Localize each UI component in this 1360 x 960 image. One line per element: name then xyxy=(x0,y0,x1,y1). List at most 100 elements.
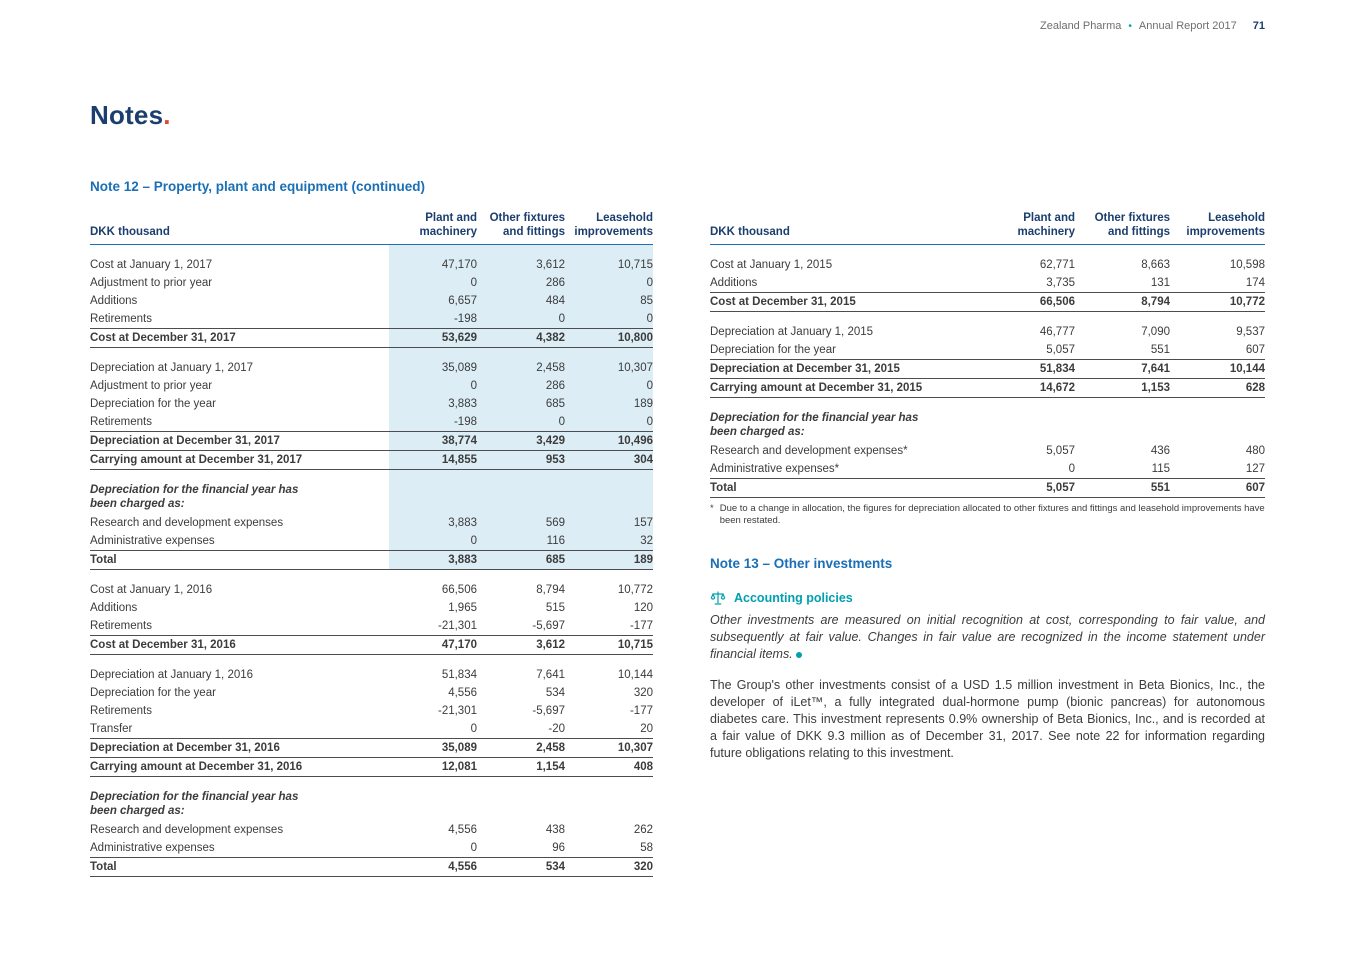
row-label: Retirements xyxy=(90,313,152,325)
cell-value: 5,057 xyxy=(1046,445,1075,457)
footnote-marker: * xyxy=(710,503,714,514)
cell-value: 628 xyxy=(1170,378,1265,398)
table-row: Depreciation at December 31, 2015 51,834 7… xyxy=(710,359,1265,379)
cell-value: 607 xyxy=(1245,344,1265,356)
table-spacer-row xyxy=(90,777,653,789)
col-header-leasehold-improvements: Leasehold improvements xyxy=(565,212,653,245)
row-label xyxy=(90,348,389,360)
cell-value: -177 xyxy=(629,620,653,632)
table-row: Depreciation for the year 5,057 551 607 xyxy=(710,341,1265,360)
cell-value: 0 xyxy=(477,310,565,329)
ppe-table-2017-2016: DKK thousand Plant and machinery Other f… xyxy=(90,212,653,877)
cell-value xyxy=(477,481,565,514)
row-label: Depreciation at December 31, 2016 xyxy=(90,738,389,758)
cell-value: 47,170 xyxy=(389,256,477,274)
cell-value: 38,774 xyxy=(389,431,477,451)
cell-value: 7,090 xyxy=(1141,326,1170,338)
cell-value: 10,144 xyxy=(617,669,653,681)
cell-value: 685 xyxy=(477,395,565,413)
cell-value xyxy=(389,469,477,481)
table-row: Cost at January 1, 2016 66,506 8,794 10,772 xyxy=(90,581,653,599)
row-label: Retirements xyxy=(90,705,152,717)
cell-value: 8,663 xyxy=(1141,259,1170,271)
cell-value: 534 xyxy=(477,857,565,877)
row-label xyxy=(710,312,980,324)
report-title: Annual Report 2017 xyxy=(1138,20,1237,32)
col-header-plant-machinery: Plant and machinery xyxy=(389,212,477,245)
cell-value xyxy=(1075,409,1170,442)
cell-value: 4,556 xyxy=(448,687,477,699)
cell-value: 10,715 xyxy=(565,256,653,274)
row-label: Administrative expenses* xyxy=(710,463,840,475)
row-label: Cost at January 1, 2017 xyxy=(90,259,213,271)
table-row: Cost at December 31, 2017 53,629 4,382 10,8… xyxy=(90,328,653,348)
cell-value: -198 xyxy=(389,310,477,329)
row-label: Total xyxy=(90,857,389,877)
cell-value xyxy=(389,655,477,667)
cell-value: 96 xyxy=(552,842,565,854)
row-label: Cost at January 1, 2015 xyxy=(710,259,833,271)
col-header-fixtures-fittings: Other fixtures and fittings xyxy=(477,212,565,245)
row-label: Depreciation for the year xyxy=(90,687,216,699)
cell-value: 174 xyxy=(1245,277,1265,289)
cell-value xyxy=(477,788,565,821)
cell-value: 3,883 xyxy=(389,514,477,532)
row-label: Depreciation at December 31, 2015 xyxy=(710,359,980,379)
row-label: Administrative expenses xyxy=(90,535,215,547)
row-label: Total xyxy=(90,550,389,570)
table-row: Research and development expenses 4,556 43… xyxy=(90,821,653,839)
cell-value: 12,081 xyxy=(389,757,477,777)
cell-value: 66,506 xyxy=(441,584,477,596)
page-title-text: Notes xyxy=(90,100,164,130)
cell-value: 10,144 xyxy=(1170,359,1265,379)
cell-value xyxy=(980,398,1075,410)
accounting-policies-label: Accounting policies xyxy=(734,591,853,605)
cell-value: 286 xyxy=(477,377,565,395)
cell-value xyxy=(565,570,653,582)
cell-value: 2,458 xyxy=(477,738,565,758)
cell-value xyxy=(1170,409,1265,442)
row-label: Depreciation at January 1, 2015 xyxy=(710,326,874,338)
cell-value: 53,629 xyxy=(389,328,477,348)
cell-value xyxy=(565,655,653,667)
cell-value: 127 xyxy=(1245,463,1265,475)
note12-heading: Note 12 – Property, plant and equipment … xyxy=(90,179,426,194)
row-label xyxy=(90,470,389,482)
cell-value: 115 xyxy=(1151,463,1170,475)
table-row: Administrative expenses 0 116 32 xyxy=(90,532,653,551)
table-row: Depreciation for the year 4,556 534 320 xyxy=(90,684,653,702)
cell-value xyxy=(477,655,565,667)
cell-value: 1,153 xyxy=(1075,378,1170,398)
cell-value: 607 xyxy=(1170,478,1265,498)
row-label: Total xyxy=(710,478,980,498)
ppe-table-2015: DKK thousand Plant and machinery Other f… xyxy=(710,212,1265,498)
row-label: Depreciation at January 1, 2017 xyxy=(90,362,254,374)
table-row: Administrative expenses 0 96 58 xyxy=(90,839,653,858)
cell-value: 436 xyxy=(1150,445,1170,457)
cell-value: -21,301 xyxy=(437,620,477,632)
table-row: Total 3,883 685 189 xyxy=(90,550,653,570)
cell-value: 551 xyxy=(1150,344,1170,356)
table-row: Retirements -21,301 -5,697 -177 xyxy=(90,617,653,636)
row-label xyxy=(90,777,389,789)
cell-value: 10,772 xyxy=(617,584,653,596)
page-title-accent-dot: . xyxy=(163,100,171,130)
cell-value: 3,883 xyxy=(389,550,477,570)
cell-value: 320 xyxy=(633,687,653,699)
cell-value xyxy=(1075,245,1170,257)
table-header-row: DKK thousand Plant and machinery Other f… xyxy=(710,212,1265,245)
cell-value: 62,771 xyxy=(1039,259,1075,271)
cell-value: 0 xyxy=(565,377,653,395)
cell-value: 14,855 xyxy=(389,450,477,470)
table-row: Cost at January 1, 2017 47,170 3,612 10,715 xyxy=(90,256,653,274)
cell-value: 58 xyxy=(640,842,653,854)
table-spacer-row xyxy=(90,244,653,256)
table-row: Transfer 0 -20 20 xyxy=(90,720,653,739)
col-header-leasehold-improvements: Leasehold improvements xyxy=(1170,212,1265,245)
row-label: Depreciation for the year xyxy=(710,344,836,356)
table-row: Retirements -198 0 0 xyxy=(90,413,653,432)
row-label: Depreciation for the financial year has … xyxy=(710,412,919,438)
cell-value: 46,777 xyxy=(1039,326,1075,338)
table-row: Depreciation for the financial year has … xyxy=(90,481,653,514)
